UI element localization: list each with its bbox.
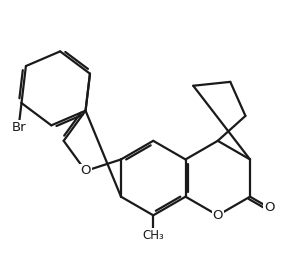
Text: O: O [264, 201, 275, 214]
Text: Br: Br [11, 121, 26, 134]
Text: CH₃: CH₃ [142, 229, 164, 242]
Text: O: O [80, 164, 91, 177]
Text: O: O [213, 209, 223, 222]
